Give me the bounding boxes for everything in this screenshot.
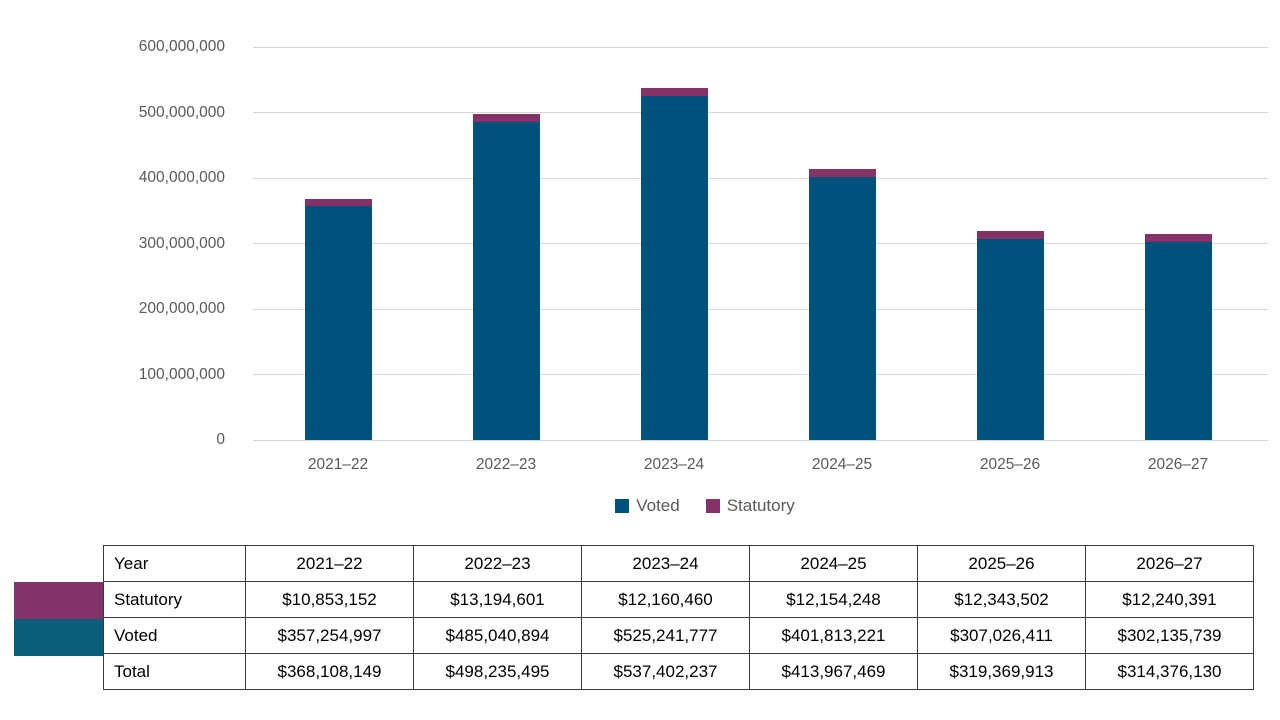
x-axis-label: 2023–24 [643, 456, 705, 473]
gridline [253, 439, 1268, 441]
table-cell: $319,369,913 [917, 653, 1086, 690]
table-row: Voted $357,254,997 $485,040,894 $525,241,77… [103, 617, 1254, 654]
table-header-year: 2025–26 [917, 545, 1086, 582]
bar-segment-statutory [640, 88, 708, 96]
stacked-bar-chart: 0 100,000,000 200,000,000 300,000,000 400,00… [139, 38, 1270, 516]
table-row-label: Voted [103, 617, 246, 654]
data-table: Year 2021–22 2022–23 2023–24 2024–25 2025–26 2… [103, 545, 1254, 690]
table-cell: $368,108,149 [245, 653, 414, 690]
y-axis-tick-label: 600,000,000 [138, 38, 225, 55]
table-row: Statutory $10,853,152 $13,194,601 $12,160,4… [103, 581, 1254, 618]
bar-segment-statutory [472, 113, 540, 123]
bar-group [640, 88, 708, 440]
table-body: Year 2021–22 2022–23 2023–24 2024–25 2025–26 2… [103, 545, 1254, 690]
legend-label: Voted [636, 496, 680, 515]
legend-item: Statutory [705, 496, 795, 516]
bar-segment-statutory [808, 168, 876, 177]
legend-item: Voted [615, 496, 680, 516]
table-row: Total $368,108,149 $498,235,495 $537,402,23… [103, 653, 1254, 690]
gridline [253, 46, 1268, 48]
table-cell: $314,376,130 [1085, 653, 1254, 690]
bar-segment-voted [808, 176, 876, 440]
bar-segment-voted [472, 122, 540, 440]
table-header-year: 2022–23 [413, 545, 582, 582]
bar-segment-statutory [1144, 234, 1212, 243]
bar-segment-statutory [976, 230, 1044, 239]
gridline [253, 374, 1268, 375]
table-header-year: 2021–22 [245, 545, 414, 582]
legend-swatch-statutory [705, 499, 720, 513]
table-header-row: Year 2021–22 2022–23 2023–24 2024–25 2025–26 2… [103, 545, 1254, 582]
gridline [253, 177, 1268, 179]
table-header-year: 2026–27 [1085, 545, 1254, 582]
bar-segment-voted [1144, 242, 1212, 440]
table-header-year: 2024–25 [749, 545, 918, 582]
x-axis-label: 2025–26 [979, 456, 1041, 473]
table-cell: $12,240,391 [1085, 581, 1254, 618]
y-axis-tick-label: 200,000,000 [138, 300, 225, 317]
bar-segment-voted [976, 238, 1044, 440]
y-axis-tick-label: 100,000,000 [138, 365, 225, 383]
table-cell: $10,853,152 [245, 581, 414, 618]
table-cell: $537,402,237 [581, 653, 750, 690]
table-cell: $12,343,502 [917, 581, 1086, 618]
table-cell: $13,194,601 [413, 581, 582, 618]
table-header-label: Year [103, 545, 246, 582]
x-axis-label: 2024–25 [811, 456, 873, 473]
gridline [253, 243, 1268, 244]
bar-segment-voted [640, 95, 708, 440]
row-swatch-voted [14, 619, 103, 656]
table-region: Year 2021–22 2022–23 2023–24 2024–25 2025–26 2… [0, 545, 1280, 705]
y-axis-tick-label: 500,000,000 [138, 103, 225, 121]
gridline [253, 308, 1268, 310]
table-cell: $302,135,739 [1085, 617, 1254, 654]
y-axis-tick-label: 300,000,000 [138, 234, 225, 252]
legend-label: Statutory [726, 496, 795, 515]
table-cell: $498,235,495 [413, 653, 582, 690]
x-axis-label: 2022–23 [475, 456, 537, 473]
table-cell: $525,241,777 [581, 617, 750, 654]
table-row-label: Total [103, 653, 246, 690]
gridline [253, 112, 1268, 113]
table-row-label: Statutory [103, 581, 246, 618]
row-swatch-statutory [14, 582, 103, 619]
bar-group [808, 168, 876, 440]
table-cell: $12,154,248 [749, 581, 918, 618]
plot-area: 0 100,000,000 200,000,000 300,000,000 400,00… [139, 38, 1268, 448]
table-cell: $12,160,460 [581, 581, 750, 618]
y-axis-tick-label: 0 [216, 431, 225, 448]
table-cell: $485,040,894 [413, 617, 582, 654]
bar-group [304, 198, 372, 440]
x-axis-label: 2026–27 [1147, 456, 1209, 473]
legend-swatch-voted [615, 499, 630, 513]
table-cell: $307,026,411 [917, 617, 1086, 654]
bar-segment-voted [304, 206, 372, 440]
x-axis-label: 2021–22 [307, 456, 369, 473]
bar-group [472, 113, 540, 440]
table-cell: $413,967,469 [749, 653, 918, 690]
bar-group [976, 230, 1044, 440]
bar-segment-statutory [304, 198, 372, 206]
bar-group [1144, 234, 1212, 440]
y-axis-tick-label: 400,000,000 [138, 169, 225, 186]
legend: Voted Statutory [140, 496, 1270, 516]
table-cell: $401,813,221 [749, 617, 918, 654]
table-cell: $357,254,997 [245, 617, 414, 654]
table-header-year: 2023–24 [581, 545, 750, 582]
